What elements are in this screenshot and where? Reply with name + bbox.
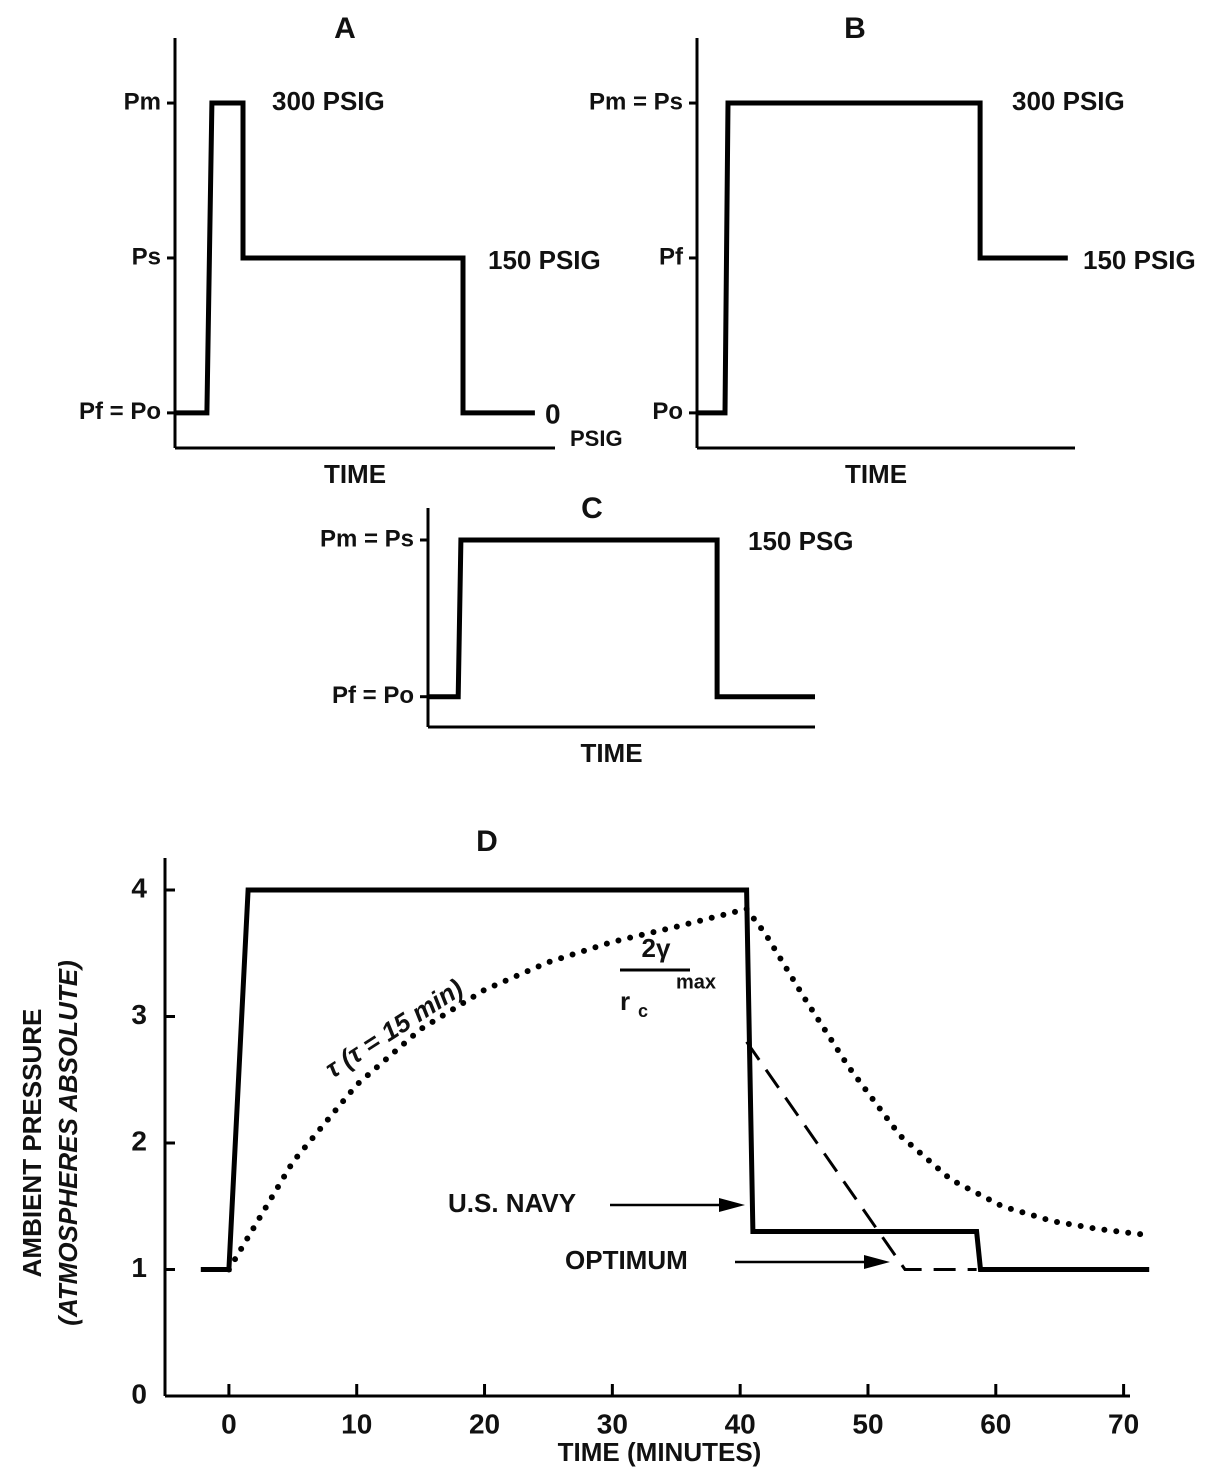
annotation: 150 PSIG [1083, 245, 1196, 275]
chart-title: D [476, 825, 498, 858]
x-tick-label: 70 [1108, 1408, 1139, 1439]
y-tick-label: 0 [131, 1378, 147, 1409]
y-tick-label: Pf = Po [79, 398, 161, 425]
y-tick-label: Pf [659, 243, 684, 270]
x-tick-label: 30 [597, 1408, 628, 1439]
y-tick-label: Pm = Ps [589, 88, 683, 115]
x-tick-label: 50 [852, 1408, 883, 1439]
y-tick-label: Pf = Po [332, 682, 414, 709]
series-line [697, 100, 1068, 416]
arrow-head [864, 1255, 890, 1269]
y-axis-label: AMBIENT PRESSURE [17, 1009, 47, 1278]
series-line [225, 905, 1153, 1273]
arrow-head [719, 1198, 745, 1212]
x-axis-label: TIME [324, 459, 386, 489]
y-tick-label: Pm [124, 88, 161, 115]
annotation: 150 PSIG [488, 245, 601, 275]
y-tick-label: Po [652, 398, 683, 425]
x-tick-label: 60 [980, 1408, 1011, 1439]
annotation: 300 PSIG [1012, 86, 1125, 116]
series-label: U.S. NAVY [448, 1188, 576, 1218]
annotation: 150 PSG [748, 526, 854, 556]
y-tick-label: 1 [131, 1252, 147, 1283]
y-tick-label: 2 [131, 1125, 147, 1156]
x-tick-label: 10 [341, 1408, 372, 1439]
y-tick-label: 4 [131, 872, 147, 903]
y-tick-label: 3 [131, 999, 147, 1030]
chart-title: C [581, 492, 603, 525]
series-line [745, 1040, 977, 1271]
annotation: 300 PSIG [272, 86, 385, 116]
annotation: c [638, 1001, 648, 1021]
y-axis-label-units: (ATMOSPHERES ABSOLUTE) [53, 960, 83, 1325]
x-axis-label: TIME [845, 459, 907, 489]
chart-title: B [844, 12, 866, 45]
y-tick-label: Ps [132, 243, 161, 270]
annotation: max [676, 971, 716, 993]
x-axis-label: TIME [580, 738, 642, 768]
annotation: PSIG [570, 426, 623, 451]
series-label: OPTIMUM [565, 1245, 688, 1275]
annotation: r [620, 986, 630, 1016]
annotation: 2γ [642, 933, 671, 963]
x-axis-label: TIME (MINUTES) [558, 1437, 762, 1467]
series-label: τ (τ = 15 min) [320, 973, 469, 1084]
x-tick-label: 20 [469, 1408, 500, 1439]
series-line [175, 100, 535, 416]
chart-title: A [334, 12, 356, 45]
y-tick-label: Pm = Ps [320, 525, 414, 552]
series-line [200, 887, 1150, 1272]
x-tick-label: 40 [725, 1408, 756, 1439]
series-line [428, 537, 815, 700]
annotation: 0 [545, 398, 561, 429]
x-tick-label: 0 [221, 1408, 237, 1439]
